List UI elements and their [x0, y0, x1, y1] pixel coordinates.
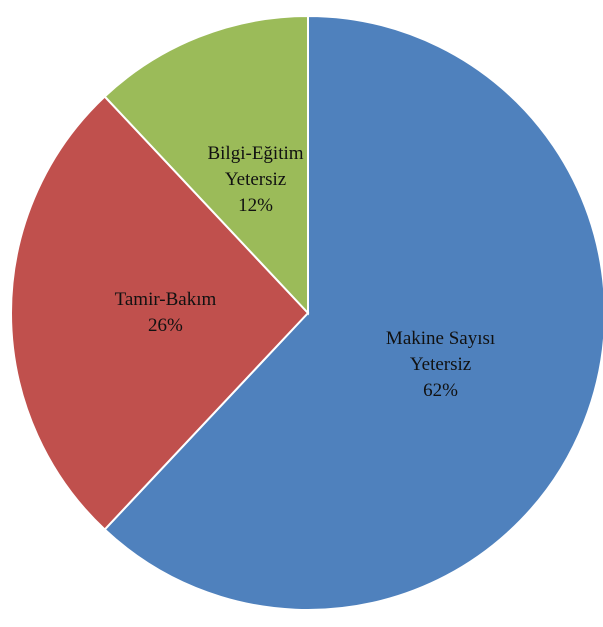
pie-slice: [10, 95, 310, 531]
value-label: 62%: [423, 380, 458, 402]
value-label: 12%: [238, 195, 273, 217]
value-label: 26%: [148, 315, 183, 336]
slice-label: Tamir-Bakım 26%: [100, 287, 230, 339]
slice-label: Makine Sayısı Yetersiz 62%: [376, 326, 506, 404]
category-label: Tamir-Bakım: [114, 289, 217, 310]
category-label: Makine Sayısı Yetersiz: [385, 328, 496, 376]
pie-slice: [103, 14, 603, 611]
category-label: Bilgi-Eğitim Yetersiz: [207, 143, 304, 191]
slice-label: Bilgi-Eğitim Yetersiz 12%: [191, 141, 321, 219]
pie-slice: [103, 14, 309, 316]
